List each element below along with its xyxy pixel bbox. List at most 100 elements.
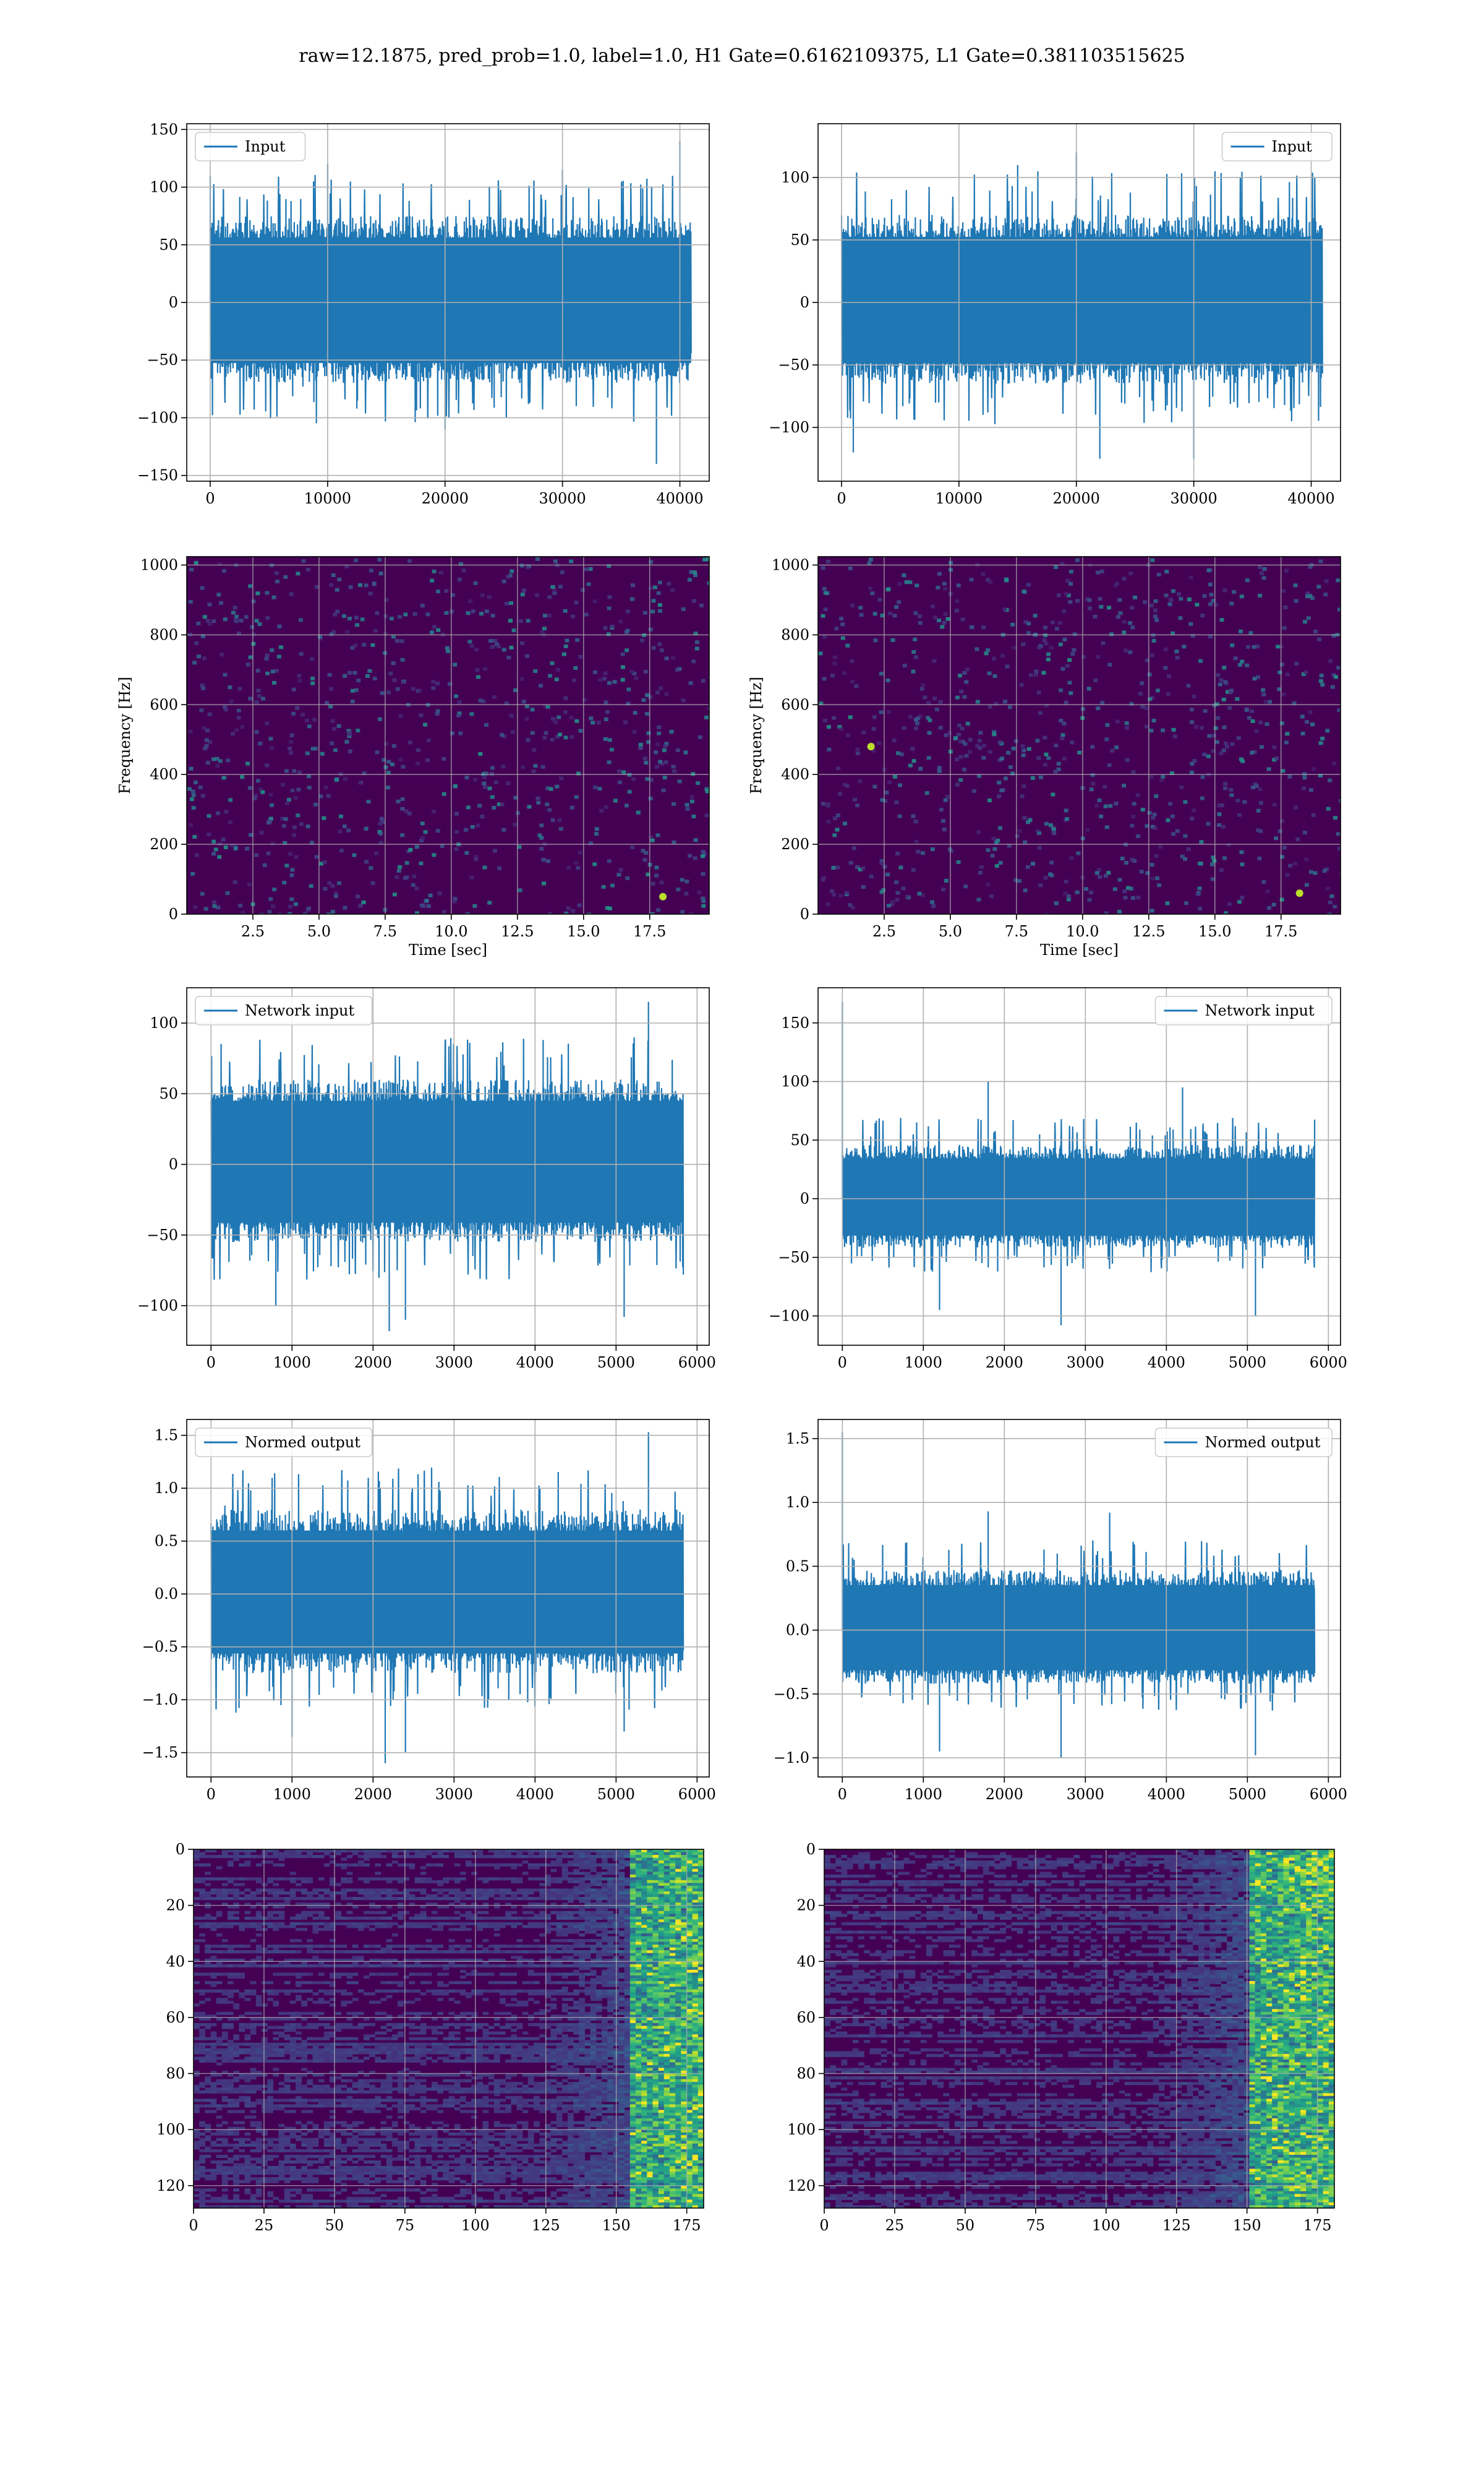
heatmap-cell	[556, 1981, 563, 1985]
heatmap-cell	[239, 1891, 245, 1895]
heatmap-cell	[657, 731, 662, 735]
heatmap-cell	[568, 1916, 574, 1920]
heatmap-cell	[578, 654, 583, 659]
heatmap-cell	[301, 2000, 307, 2004]
heatmap-cell	[1284, 568, 1289, 573]
x-tick-label: 15.0	[1198, 923, 1231, 940]
heatmap-cell	[579, 1933, 586, 1937]
heatmap-cell	[323, 1925, 330, 1928]
heatmap-cell	[561, 1958, 568, 1962]
heatmap-cell	[1174, 649, 1179, 654]
heatmap-cell	[629, 1908, 636, 1912]
heatmap-cell	[398, 1945, 404, 1948]
heatmap-cell	[670, 1925, 676, 1928]
heatmap-cell	[293, 796, 298, 800]
heatmap-cell	[1164, 570, 1169, 574]
heatmap-cell	[330, 1981, 336, 1985]
heatmap-cell	[192, 835, 197, 839]
heatmap-cell	[527, 1972, 534, 1976]
heatmap-cell	[629, 1894, 636, 1898]
heatmap-cell	[407, 559, 412, 563]
heatmap-cell	[545, 1849, 552, 1853]
heatmap-cell	[210, 1888, 217, 1892]
heatmap-cell	[705, 789, 709, 794]
heatmap-cell	[652, 1978, 659, 1982]
heatmap-cell	[466, 1855, 472, 1859]
heatmap-cell	[568, 1972, 574, 1976]
heatmap-cell	[1226, 690, 1230, 694]
heatmap-cell	[440, 844, 445, 848]
heatmap-cell	[1279, 721, 1284, 726]
heatmap-cell	[652, 1927, 659, 1931]
heatmap-cell	[670, 1849, 676, 1853]
heatmap-cell	[579, 1880, 586, 1883]
heatmap-cell	[210, 1950, 217, 1954]
heatmap-cell	[369, 1855, 375, 1859]
heatmap-cell	[1245, 578, 1250, 583]
heatmap-cell	[607, 1964, 613, 1967]
heatmap-cell	[291, 687, 296, 691]
heatmap-cell	[618, 2017, 625, 2021]
heatmap-cell	[511, 1849, 518, 1853]
heatmap-cell	[398, 1905, 404, 1909]
heatmap-cell	[1126, 886, 1130, 890]
heatmap-cell	[675, 1961, 681, 1965]
heatmap-cell	[607, 1947, 613, 1951]
heatmap-cell	[573, 1916, 579, 1920]
heatmap-cell	[945, 795, 950, 799]
heatmap-cell	[702, 557, 707, 562]
heatmap-cell	[1251, 785, 1255, 790]
heatmap-cell	[420, 1914, 427, 1917]
heatmap-cell	[1277, 687, 1282, 691]
heatmap-cell	[584, 1855, 591, 1859]
heatmap-cell	[271, 669, 275, 674]
heatmap-cell	[244, 2022, 251, 2026]
heatmap-cell	[561, 1992, 568, 1996]
heatmap-cell	[296, 1883, 302, 1886]
heatmap-cell	[537, 833, 542, 837]
heatmap-cell	[301, 1989, 307, 1993]
heatmap-cell	[505, 1888, 511, 1892]
heatmap-cell	[647, 1899, 654, 1903]
heatmap-cell	[579, 1950, 586, 1954]
heatmap-cell	[420, 1872, 427, 1875]
heatmap-cell	[522, 2003, 529, 2007]
heatmap-cell	[697, 1885, 704, 1889]
heatmap-cell	[369, 1927, 375, 1931]
heatmap-cell	[391, 1958, 398, 1962]
heatmap-cell	[629, 1953, 636, 1956]
heatmap-cell	[636, 1885, 642, 1889]
heatmap-cell	[607, 1919, 613, 1923]
heatmap-cell	[957, 723, 962, 727]
heatmap-cell	[205, 1903, 211, 1906]
heatmap-cell	[296, 1945, 302, 1948]
panel-row2-left: 2.5 5.0 7.5 10.0 12.5 15.0 17.5020040060080010…	[116, 556, 710, 959]
heatmap-cell	[351, 688, 355, 693]
heatmap-cell	[670, 588, 675, 593]
heatmap-cell	[629, 1883, 636, 1886]
heatmap-cell	[516, 1961, 523, 1965]
heatmap-cell	[595, 1998, 602, 2001]
heatmap-cell	[574, 860, 579, 865]
heatmap-cell	[590, 2009, 597, 2013]
heatmap-cell	[545, 1894, 552, 1898]
heatmap-cell	[516, 2000, 523, 2004]
heatmap-cell	[361, 900, 366, 904]
heatmap-cell	[663, 2006, 670, 2010]
heatmap-cells	[187, 557, 709, 914]
heatmap-cell	[380, 691, 385, 695]
heatmap-cell	[443, 1958, 450, 1962]
heatmap-cell	[330, 1894, 336, 1898]
heatmap-cell	[681, 1933, 688, 1937]
heatmap-cell	[522, 1894, 529, 1898]
heatmap-cell	[618, 1903, 625, 1906]
heatmap-cell	[568, 1950, 574, 1954]
heatmap-cell	[312, 1855, 319, 1859]
heatmap-cell	[945, 617, 950, 621]
heatmap-cell	[681, 1860, 688, 1864]
heatmap-cell	[561, 1911, 568, 1914]
heatmap-cell	[644, 761, 649, 765]
heatmap-cell	[411, 883, 416, 887]
heatmap-cell	[216, 1945, 223, 1948]
heatmap-cell	[872, 612, 877, 616]
